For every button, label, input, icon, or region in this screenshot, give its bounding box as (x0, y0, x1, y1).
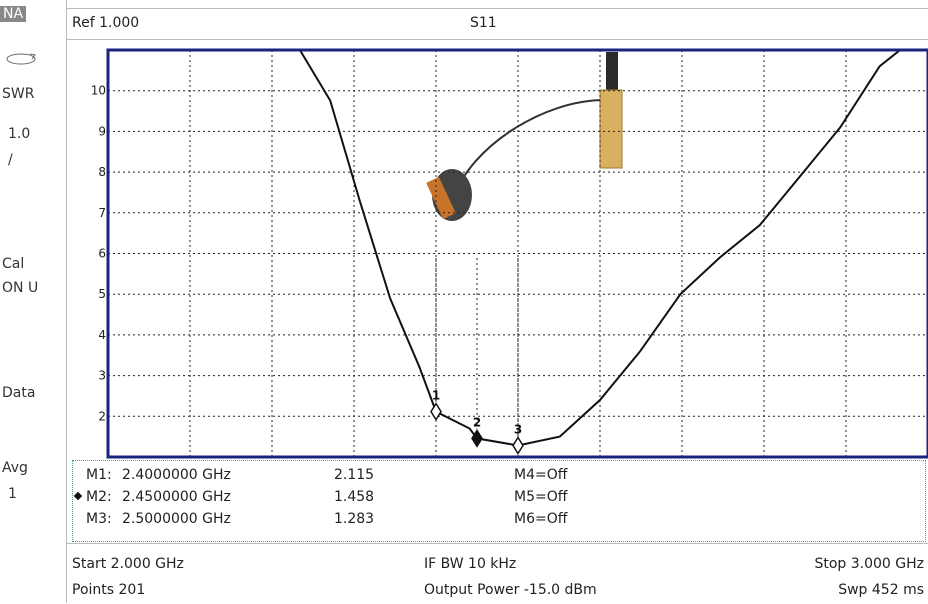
points: Points 201 (72, 582, 145, 598)
y-tick-label: 4 (98, 328, 106, 342)
chart: 2 3 4 5 6 7 8 9 10 1 2 3 (0, 0, 928, 470)
marker-off: M5=Off (514, 489, 567, 505)
marker-off: M6=Off (514, 511, 567, 527)
y-tick-label: 7 (98, 206, 106, 220)
footer: Start 2.000 GHz IF BW 10 kHz Stop 3.000 … (66, 543, 928, 604)
sweep-time: Swp 452 ms (838, 582, 924, 598)
y-tick-label: 6 (98, 247, 106, 261)
y-tick-label: 8 (98, 165, 106, 179)
marker-name: M2: (86, 489, 112, 505)
y-tick-label: 5 (98, 287, 106, 301)
if-bandwidth: IF BW 10 kHz (424, 556, 516, 572)
stop-freq: Stop 3.000 GHz (814, 556, 924, 572)
sidebar-item: 1 (8, 486, 17, 502)
output-power: Output Power -15.0 dBm (424, 582, 597, 598)
marker-label: 1 (432, 389, 440, 403)
marker-freq: 2.4500000 GHz (122, 489, 231, 505)
marker-value: 1.458 (334, 489, 374, 505)
y-tick-label: 2 (98, 409, 106, 423)
marker-freq: 2.4000000 GHz (122, 467, 231, 483)
y-tick-label: 10 (91, 84, 106, 98)
marker-label: 3 (514, 422, 522, 436)
marker-freq: 2.5000000 GHz (122, 511, 231, 527)
marker-off: M4=Off (514, 467, 567, 483)
marker-value: 1.283 (334, 511, 374, 527)
marker-name: M3: (86, 511, 112, 527)
start-freq: Start 2.000 GHz (72, 556, 184, 572)
marker-value: 2.115 (334, 467, 374, 483)
marker-name: M1: (86, 467, 112, 483)
y-tick-label: 3 (98, 369, 106, 383)
vna-screen: NA SWR 1.0 / Cal ON U Data Avg 1 Ref 1.0… (0, 0, 928, 603)
marker-label: 2 (473, 415, 481, 429)
y-tick-label: 9 (98, 124, 106, 138)
